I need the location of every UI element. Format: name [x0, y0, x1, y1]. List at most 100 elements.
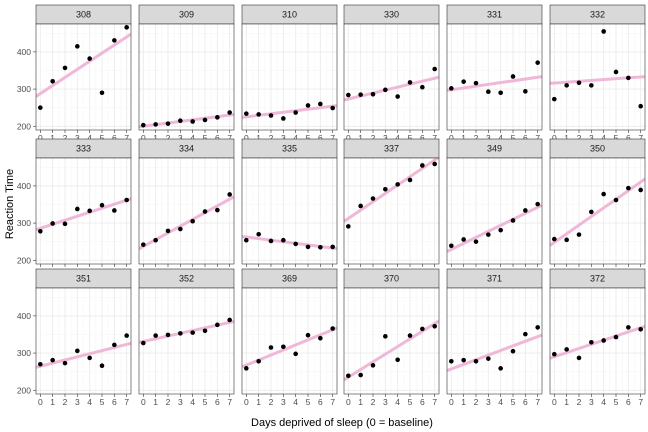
x-tick-label: 4	[293, 397, 298, 407]
data-point	[564, 347, 569, 352]
x-tick-label: 3	[178, 397, 183, 407]
x-tick-label: 2	[166, 397, 171, 407]
x-tick-label: 3	[75, 397, 80, 407]
data-point	[576, 232, 582, 237]
x-tick-label: 1	[564, 133, 569, 143]
x-tick-label: 5	[100, 397, 105, 407]
data-point	[564, 237, 569, 243]
x-tick-label: 1	[256, 397, 261, 407]
data-point	[87, 355, 92, 361]
data-point	[432, 66, 437, 72]
data-point	[383, 186, 388, 192]
strip-label: 372	[590, 274, 605, 284]
data-point	[165, 121, 171, 126]
x-tick-label: 0	[38, 397, 43, 407]
data-point	[50, 357, 55, 363]
data-point	[626, 75, 631, 81]
data-point	[244, 111, 249, 116]
x-tick-label: 0	[141, 397, 146, 407]
data-point	[589, 83, 594, 88]
x-tick-label: 7	[227, 397, 232, 407]
data-point	[190, 218, 195, 224]
x-tick-label: 6	[215, 397, 220, 407]
x-tick-label: 2	[371, 397, 376, 407]
data-point	[75, 348, 80, 354]
panel-369: 369 0 1 2 3 4 5 6 7	[241, 268, 338, 407]
data-point	[383, 87, 388, 93]
x-tick-label: 7	[330, 133, 335, 143]
data-point	[75, 206, 80, 212]
x-tick-label: 0	[244, 133, 249, 143]
x-tick-label: 2	[577, 133, 582, 143]
strip-label: 308	[76, 10, 91, 20]
data-point	[165, 228, 171, 234]
strip-label: 330	[384, 10, 399, 20]
panel-330: 330 0 1 2 3 4 5 6 7	[343, 4, 440, 143]
data-point	[638, 187, 643, 193]
data-point	[202, 328, 208, 334]
strip-label: 371	[487, 274, 502, 284]
data-point	[510, 218, 516, 223]
x-tick-label: 5	[306, 397, 311, 407]
x-tick-label: 7	[227, 133, 232, 143]
data-point	[395, 182, 400, 187]
data-point	[305, 103, 311, 108]
data-point	[318, 244, 323, 250]
data-point	[256, 112, 261, 117]
data-point	[87, 56, 92, 61]
data-point	[305, 332, 311, 338]
data-point	[564, 83, 569, 88]
x-tick-label: 6	[112, 133, 117, 143]
data-point	[268, 345, 274, 350]
x-tick-label: 6	[112, 397, 117, 407]
data-point	[626, 325, 631, 330]
panel-border	[138, 287, 235, 395]
data-point	[523, 331, 528, 337]
x-tick-label: 7	[535, 397, 540, 407]
strip-label: 335	[282, 144, 297, 154]
x-tick-label: 5	[511, 397, 516, 407]
x-tick-label: 4	[87, 397, 92, 407]
data-point	[227, 317, 232, 323]
data-point	[535, 60, 540, 65]
data-point	[293, 351, 298, 357]
data-point	[589, 340, 594, 345]
data-point	[215, 322, 220, 328]
panel-334: 33401234567	[138, 138, 235, 277]
data-point	[62, 360, 68, 366]
data-point	[153, 122, 158, 127]
panel-border	[343, 157, 440, 265]
data-point	[38, 361, 43, 367]
data-point	[178, 226, 183, 232]
data-point	[202, 117, 208, 123]
strip-label: 351	[76, 274, 91, 284]
data-point	[449, 358, 454, 364]
data-point	[190, 330, 195, 335]
panel-371: 371 0 1 2 3 4 5 6 7	[446, 268, 543, 407]
data-point	[601, 338, 606, 343]
data-point	[473, 239, 479, 244]
fit-line	[36, 341, 131, 369]
data-point	[523, 89, 528, 94]
strip-label: 333	[76, 144, 91, 154]
panel-border	[446, 157, 543, 265]
x-tick-label: 6	[318, 133, 323, 143]
data-point	[305, 244, 311, 250]
data-point	[383, 334, 388, 339]
x-tick-label: 2	[474, 133, 479, 143]
fit-line	[344, 158, 439, 223]
data-point	[613, 197, 619, 203]
x-tick-label: 3	[75, 133, 80, 143]
data-point	[638, 103, 643, 109]
panel-372: 372 0 1 2 3 4 5 6 7	[549, 268, 646, 407]
panel-border	[343, 23, 440, 131]
data-point	[395, 94, 400, 99]
data-point	[268, 113, 274, 118]
panel-350: 35001234567	[549, 138, 646, 277]
data-point	[124, 25, 129, 30]
data-point	[38, 228, 43, 234]
fit-line	[36, 32, 131, 98]
data-point	[510, 348, 516, 354]
panel-349: 34901234567	[446, 138, 543, 277]
data-point	[552, 96, 557, 102]
